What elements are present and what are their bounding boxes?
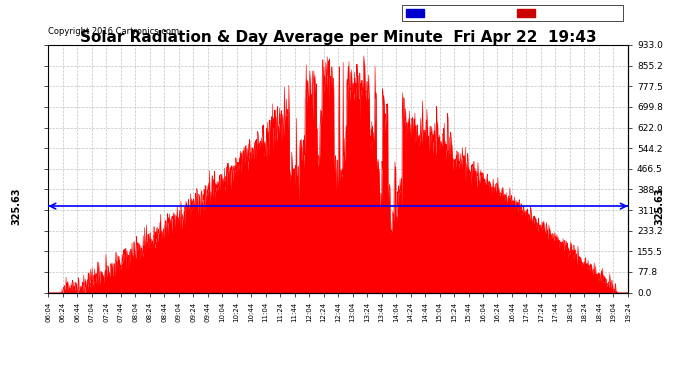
Legend: Median (w/m2), Radiation (w/m2): Median (w/m2), Radiation (w/m2) (402, 5, 623, 21)
Text: Copyright 2016 Cartronics.com: Copyright 2016 Cartronics.com (48, 27, 179, 36)
Text: 325.63: 325.63 (12, 188, 21, 225)
Text: 325.63: 325.63 (655, 188, 664, 225)
Title: Solar Radiation & Day Average per Minute  Fri Apr 22  19:43: Solar Radiation & Day Average per Minute… (80, 30, 596, 45)
